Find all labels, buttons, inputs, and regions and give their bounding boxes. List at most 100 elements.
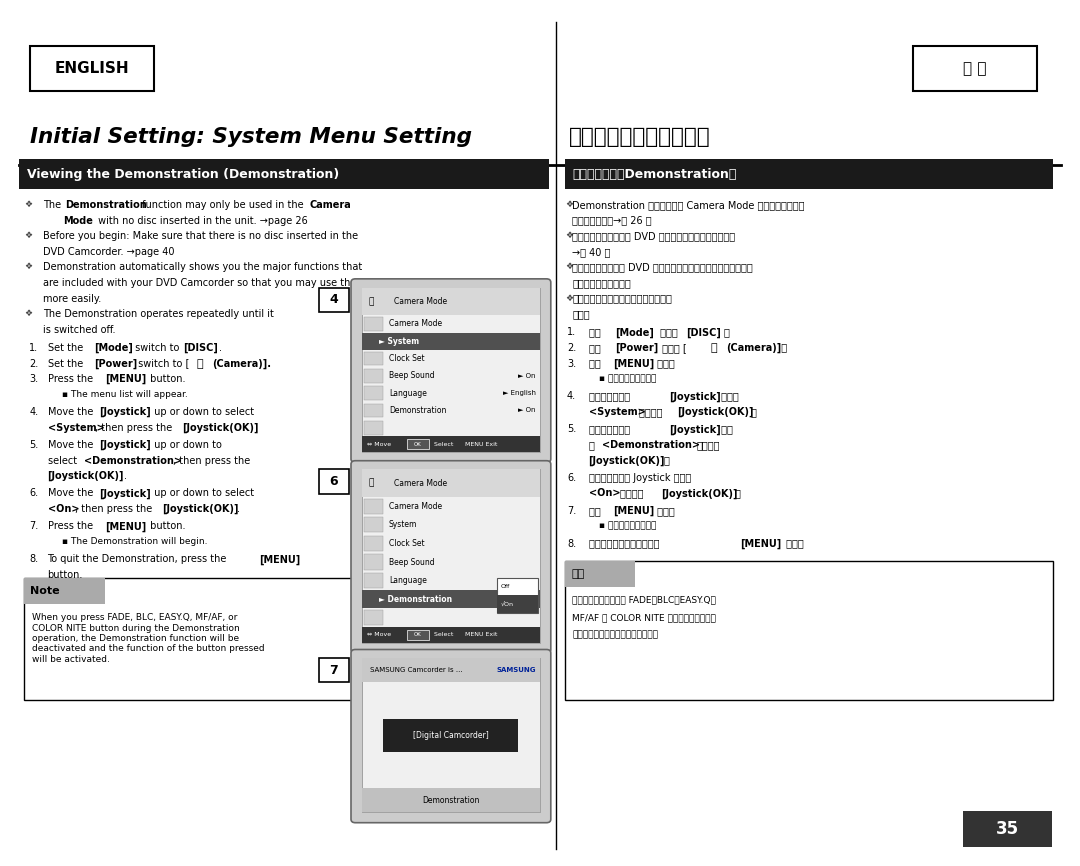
Bar bbox=[362, 436, 540, 452]
Text: ❖: ❖ bbox=[565, 262, 573, 271]
Text: 🎥: 🎥 bbox=[368, 297, 374, 306]
Text: Set the: Set the bbox=[48, 359, 86, 369]
Bar bbox=[19, 159, 549, 189]
Text: <Demonstration>: <Demonstration> bbox=[84, 456, 183, 466]
Text: To quit the Demonstration, press the: To quit the Demonstration, press the bbox=[48, 554, 230, 565]
Text: more easily.: more easily. bbox=[43, 294, 102, 304]
Text: <System>: <System> bbox=[589, 407, 646, 417]
Bar bbox=[497, 596, 538, 613]
Text: Clock Set: Clock Set bbox=[389, 539, 424, 548]
Text: , then press the: , then press the bbox=[95, 423, 175, 433]
Bar bbox=[364, 517, 383, 533]
Bar bbox=[497, 578, 538, 613]
Text: The: The bbox=[43, 200, 65, 210]
Text: up or down to: up or down to bbox=[151, 440, 222, 450]
Bar bbox=[364, 499, 383, 514]
Text: [Joystick(OK)]: [Joystick(OK)] bbox=[589, 456, 665, 466]
Text: [MENU]: [MENU] bbox=[613, 506, 654, 516]
Text: [Joystick(OK)]: [Joystick(OK)] bbox=[661, 488, 738, 499]
Text: √On: √On bbox=[501, 602, 514, 607]
Text: 1.: 1. bbox=[567, 327, 576, 338]
Text: <On>: <On> bbox=[589, 488, 620, 499]
Text: 附註: 附註 bbox=[571, 569, 584, 579]
Bar bbox=[362, 333, 540, 350]
Text: ❖: ❖ bbox=[565, 231, 573, 240]
Text: 按鈕。: 按鈕。 bbox=[654, 359, 675, 369]
Text: Move the: Move the bbox=[48, 440, 96, 450]
Text: ❖: ❖ bbox=[565, 294, 573, 302]
Text: Clock Set: Clock Set bbox=[389, 354, 424, 363]
Text: [MENU]: [MENU] bbox=[259, 554, 300, 565]
Bar bbox=[362, 469, 540, 497]
Text: 擇: 擇 bbox=[589, 440, 597, 450]
Text: Camera: Camera bbox=[310, 200, 352, 210]
Bar bbox=[364, 352, 383, 365]
Text: ► On: ► On bbox=[518, 373, 536, 378]
Text: 機無插入光碟。→第 26 頁: 機無插入光碟。→第 26 頁 bbox=[572, 216, 652, 226]
Text: 輕鬆地使用這些功能。: 輕鬆地使用這些功能。 bbox=[572, 278, 631, 288]
Bar bbox=[319, 658, 349, 682]
Bar bbox=[364, 611, 383, 625]
Text: 4: 4 bbox=[329, 293, 338, 307]
Text: button.: button. bbox=[147, 521, 186, 532]
Text: When you press FADE, BLC, EASY.Q, MF/AF, or
COLOR NITE button during the Demonst: When you press FADE, BLC, EASY.Q, MF/AF,… bbox=[32, 613, 265, 663]
Bar bbox=[383, 719, 518, 752]
Bar bbox=[362, 788, 540, 812]
Bar bbox=[364, 421, 383, 435]
Bar bbox=[362, 658, 540, 682]
Text: Language: Language bbox=[389, 576, 427, 585]
Text: [DISC]: [DISC] bbox=[184, 343, 218, 353]
Text: Note: Note bbox=[30, 586, 59, 597]
Text: <On>: <On> bbox=[48, 504, 79, 514]
Text: Set the: Set the bbox=[48, 343, 86, 353]
Bar bbox=[364, 554, 383, 570]
Text: 開關為: 開關為 bbox=[657, 327, 680, 338]
Text: Beep Sound: Beep Sound bbox=[389, 372, 434, 380]
Bar bbox=[913, 46, 1037, 91]
Text: ❖: ❖ bbox=[24, 262, 32, 271]
Text: button.: button. bbox=[48, 570, 83, 580]
Text: 7: 7 bbox=[329, 663, 338, 677]
Bar bbox=[407, 439, 429, 449]
Bar bbox=[963, 811, 1052, 847]
Text: Press the: Press the bbox=[48, 374, 96, 385]
Text: switch to [: switch to [ bbox=[135, 359, 189, 369]
Text: 按下: 按下 bbox=[589, 359, 604, 369]
Text: 🎥: 🎥 bbox=[197, 359, 203, 369]
Text: ❖: ❖ bbox=[24, 200, 32, 209]
Text: 用，並且按下按鈕的功能將被啟用。: 用，並且按下按鈕的功能將被啟用。 bbox=[572, 630, 659, 639]
Text: 5.: 5. bbox=[29, 440, 39, 450]
Text: 2.: 2. bbox=[567, 343, 577, 353]
Text: Viewing the Demonstration (Demonstration): Viewing the Demonstration (Demonstration… bbox=[27, 167, 339, 181]
Text: 模式。: 模式。 bbox=[572, 309, 590, 320]
Bar bbox=[362, 288, 540, 452]
Text: Camera Mode: Camera Mode bbox=[389, 502, 442, 511]
Text: 。: 。 bbox=[724, 327, 729, 338]
Text: [Power]: [Power] bbox=[94, 359, 137, 369]
Text: SAMSUNG: SAMSUNG bbox=[496, 668, 536, 673]
Text: ，然後按: ，然後按 bbox=[639, 407, 666, 417]
Text: ► System: ► System bbox=[379, 337, 419, 346]
Text: switch to: switch to bbox=[132, 343, 183, 353]
Text: ⇔ Move: ⇔ Move bbox=[367, 632, 391, 637]
Text: 4.: 4. bbox=[29, 407, 38, 417]
Bar bbox=[364, 317, 383, 331]
Text: 6: 6 bbox=[329, 475, 338, 488]
Bar bbox=[30, 46, 154, 91]
Text: [Joystick]: [Joystick] bbox=[99, 488, 151, 499]
Text: 設定: 設定 bbox=[589, 327, 604, 338]
Text: ► On: ► On bbox=[518, 408, 536, 413]
Text: 。: 。 bbox=[663, 456, 669, 466]
Text: 8.: 8. bbox=[29, 554, 38, 565]
Text: [Joystick]: [Joystick] bbox=[99, 407, 151, 417]
Text: are included with your DVD Camcorder so that you may use them: are included with your DVD Camcorder so … bbox=[43, 278, 366, 288]
Bar bbox=[364, 404, 383, 417]
Text: 若要結束示範畫面，請按下: 若要結束示範畫面，請按下 bbox=[589, 539, 662, 549]
Text: Off: Off bbox=[501, 585, 511, 589]
Text: [DISC]: [DISC] bbox=[686, 327, 720, 338]
Text: .: . bbox=[255, 423, 258, 433]
Bar bbox=[362, 627, 540, 643]
Text: 開始使用之前：請確定 DVD 操錄放影機中並未插入光碟。: 開始使用之前：請確定 DVD 操錄放影機中並未插入光碟。 bbox=[572, 231, 735, 242]
Text: Move the: Move the bbox=[48, 407, 96, 417]
Text: ❖: ❖ bbox=[24, 231, 32, 240]
